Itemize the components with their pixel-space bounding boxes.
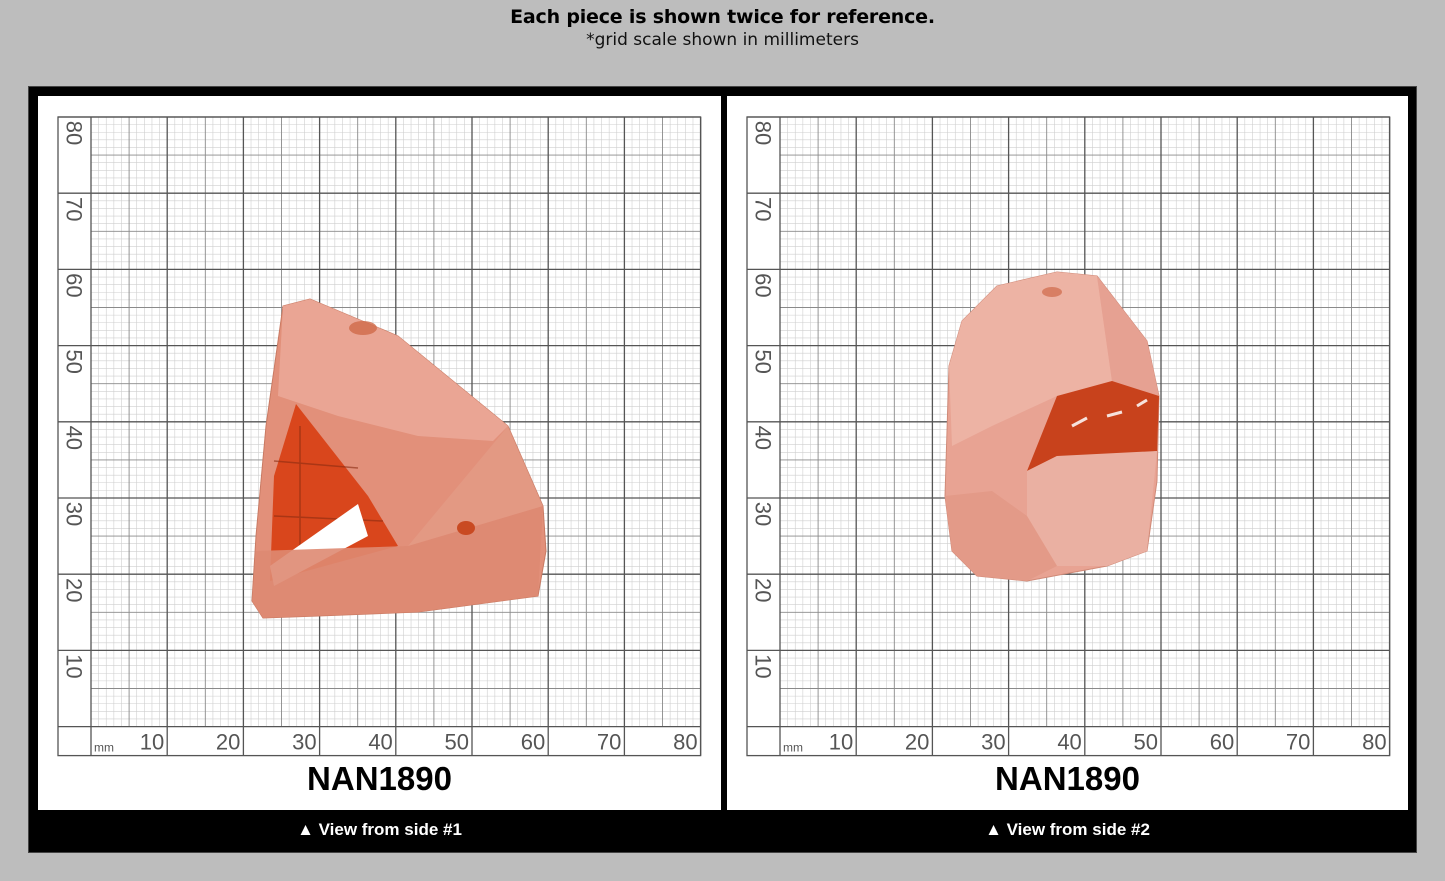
svg-text:30: 30 [981, 730, 1005, 755]
view-caption-side-2: ▲ View from side #2 [985, 820, 1150, 839]
mm-grid-side-1: 10 20 30 40 50 60 70 80 mm 80 70 60 50 40 30 20 10 [57, 116, 702, 757]
header-title: Each piece is shown twice for reference. [510, 6, 935, 28]
svg-text:30: 30 [292, 730, 316, 755]
svg-text:80: 80 [673, 730, 697, 755]
svg-text:20: 20 [62, 578, 87, 602]
svg-text:30: 30 [62, 502, 87, 526]
stone-image-side-2 [944, 271, 1160, 582]
svg-text:80: 80 [62, 121, 87, 145]
view-caption-side-1: ▲ View from side #1 [297, 820, 462, 839]
sku-label: NAN1890 [995, 760, 1140, 797]
svg-text:80: 80 [751, 121, 776, 145]
svg-text:60: 60 [1210, 730, 1234, 755]
svg-text:60: 60 [521, 730, 545, 755]
svg-text:50: 50 [62, 349, 87, 373]
svg-text:50: 50 [751, 349, 776, 373]
svg-text:mm: mm [783, 741, 803, 755]
svg-text:60: 60 [751, 273, 776, 297]
svg-text:50: 50 [1134, 730, 1158, 755]
svg-text:10: 10 [751, 654, 776, 678]
svg-text:40: 40 [62, 426, 87, 450]
svg-text:40: 40 [368, 730, 392, 755]
svg-text:mm: mm [94, 741, 114, 755]
header-subtitle: *grid scale shown in millimeters [586, 30, 859, 50]
svg-text:20: 20 [216, 730, 240, 755]
svg-text:60: 60 [62, 273, 87, 297]
svg-text:30: 30 [751, 502, 776, 526]
page-header: Each piece is shown twice for reference.… [0, 4, 1445, 50]
mm-grid-side-2: 10 20 30 40 50 60 70 80 mm 80 70 60 50 40 30 20 10 [746, 116, 1391, 757]
view-panel-side-1: 10 20 30 40 50 60 70 80 mm 80 70 60 50 40 30 20 10 NAN18… [38, 96, 721, 810]
svg-text:50: 50 [445, 730, 469, 755]
svg-text:70: 70 [751, 197, 776, 221]
svg-text:10: 10 [140, 730, 164, 755]
svg-text:70: 70 [597, 730, 621, 755]
svg-text:80: 80 [1362, 730, 1386, 755]
svg-text:70: 70 [62, 197, 87, 221]
sku-label: NAN1890 [307, 760, 452, 797]
svg-text:10: 10 [829, 730, 853, 755]
svg-text:20: 20 [751, 578, 776, 602]
svg-text:20: 20 [905, 730, 929, 755]
photo-frame: 10 20 30 40 50 60 70 80 mm 80 70 60 50 40 30 20 10 NAN18… [28, 86, 1417, 853]
svg-text:40: 40 [751, 426, 776, 450]
svg-text:70: 70 [1286, 730, 1310, 755]
svg-text:40: 40 [1057, 730, 1081, 755]
stone-image-side-1 [251, 298, 547, 619]
svg-text:10: 10 [62, 654, 87, 678]
view-panel-side-2: 10 20 30 40 50 60 70 80 mm 80 70 60 50 40 30 20 10 NAN18… [727, 96, 1408, 810]
